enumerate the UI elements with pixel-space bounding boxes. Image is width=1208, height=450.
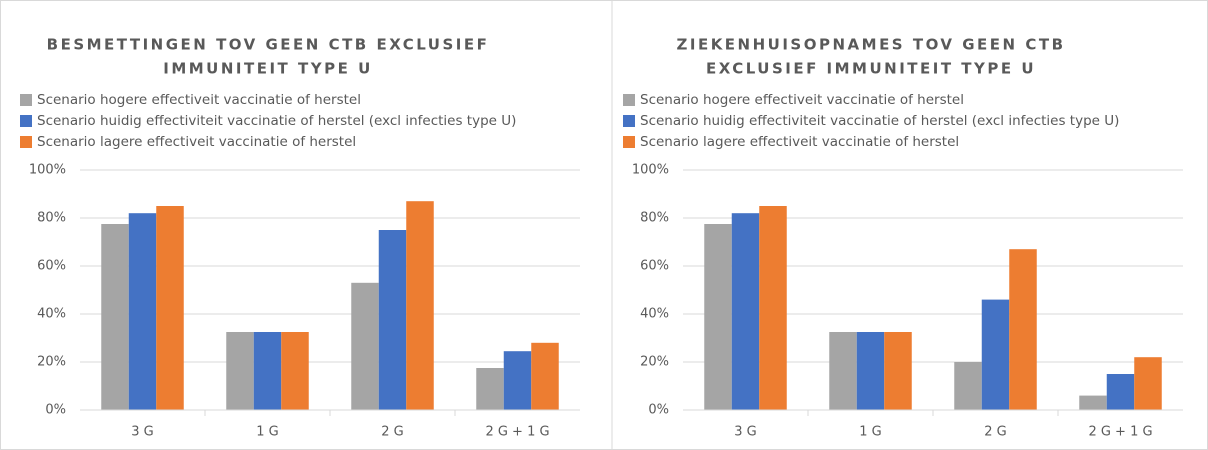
chart-title: BESMETTINGEN TOV GEEN CTB EXCLUSIEF (47, 36, 490, 54)
bar (476, 368, 504, 410)
x-tick-label: 2 G (984, 425, 1006, 440)
y-tick-label: 80% (37, 211, 66, 226)
bar (128, 213, 157, 410)
y-tick-label: 20% (37, 355, 66, 370)
legend-swatch (623, 136, 635, 148)
y-tick-label: 60% (37, 259, 66, 274)
bar (378, 230, 407, 410)
bar (759, 206, 787, 410)
chart-title: EXCLUSIEF IMMUNITEIT TYPE U (706, 60, 1036, 78)
y-tick-label: 100% (632, 163, 669, 178)
x-tick-label: 1 G (859, 425, 881, 440)
y-tick-label: 60% (640, 259, 669, 274)
legend-label: Scenario huidig effectiviteit vaccinatie… (37, 113, 516, 129)
legend-label: Scenario huidig effectiviteit vaccinatie… (640, 113, 1119, 129)
legend-swatch (20, 94, 32, 106)
legend-label: Scenario hogere effectiveit vaccinatie o… (37, 92, 361, 108)
x-tick-label: 2 G + 1 G (485, 425, 549, 440)
x-tick-label: 2 G (381, 425, 403, 440)
x-tick-label: 2 G + 1 G (1088, 425, 1152, 440)
legend-label: Scenario hogere effectiveit vaccinatie o… (640, 92, 964, 108)
y-tick-label: 40% (640, 307, 669, 322)
bar (856, 332, 885, 410)
y-tick-label: 40% (37, 307, 66, 322)
x-tick-label: 3 G (734, 425, 756, 440)
legend-swatch (623, 94, 635, 106)
bar (156, 206, 184, 410)
bar (531, 342, 559, 410)
bar (1079, 395, 1107, 410)
bar (731, 213, 760, 410)
bar (981, 299, 1010, 410)
y-tick-label: 20% (640, 355, 669, 370)
bar (954, 362, 982, 410)
bar (1134, 357, 1162, 410)
chart-title: IMMUNITEIT TYPE U (163, 60, 373, 78)
legend-swatch (20, 136, 32, 148)
bar (253, 332, 282, 410)
bar (1009, 249, 1037, 410)
chart-title: ZIEKENHUISOPNAMES TOV GEEN CTB (676, 36, 1065, 54)
y-tick-label: 0% (45, 403, 66, 418)
bar (406, 201, 434, 410)
legend-label: Scenario lagere effectiveit vaccinatie o… (37, 134, 356, 150)
bar (704, 224, 732, 410)
y-tick-label: 0% (648, 403, 669, 418)
bar (829, 332, 857, 410)
bar (884, 332, 912, 410)
bar (226, 332, 254, 410)
legend-swatch (623, 115, 635, 127)
y-tick-label: 80% (640, 211, 669, 226)
legend-label: Scenario lagere effectiveit vaccinatie o… (640, 134, 959, 150)
legend-swatch (20, 115, 32, 127)
bar (101, 224, 129, 410)
y-tick-label: 100% (29, 163, 66, 178)
x-tick-label: 3 G (131, 425, 153, 440)
bar (351, 282, 379, 410)
bar (281, 332, 309, 410)
bar (1106, 374, 1135, 410)
x-tick-label: 1 G (256, 425, 278, 440)
bar (503, 351, 532, 410)
